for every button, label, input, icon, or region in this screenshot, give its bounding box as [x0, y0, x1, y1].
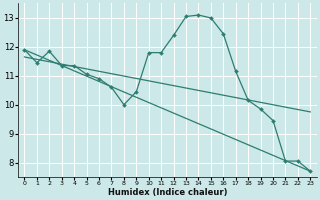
X-axis label: Humidex (Indice chaleur): Humidex (Indice chaleur) — [108, 188, 227, 197]
